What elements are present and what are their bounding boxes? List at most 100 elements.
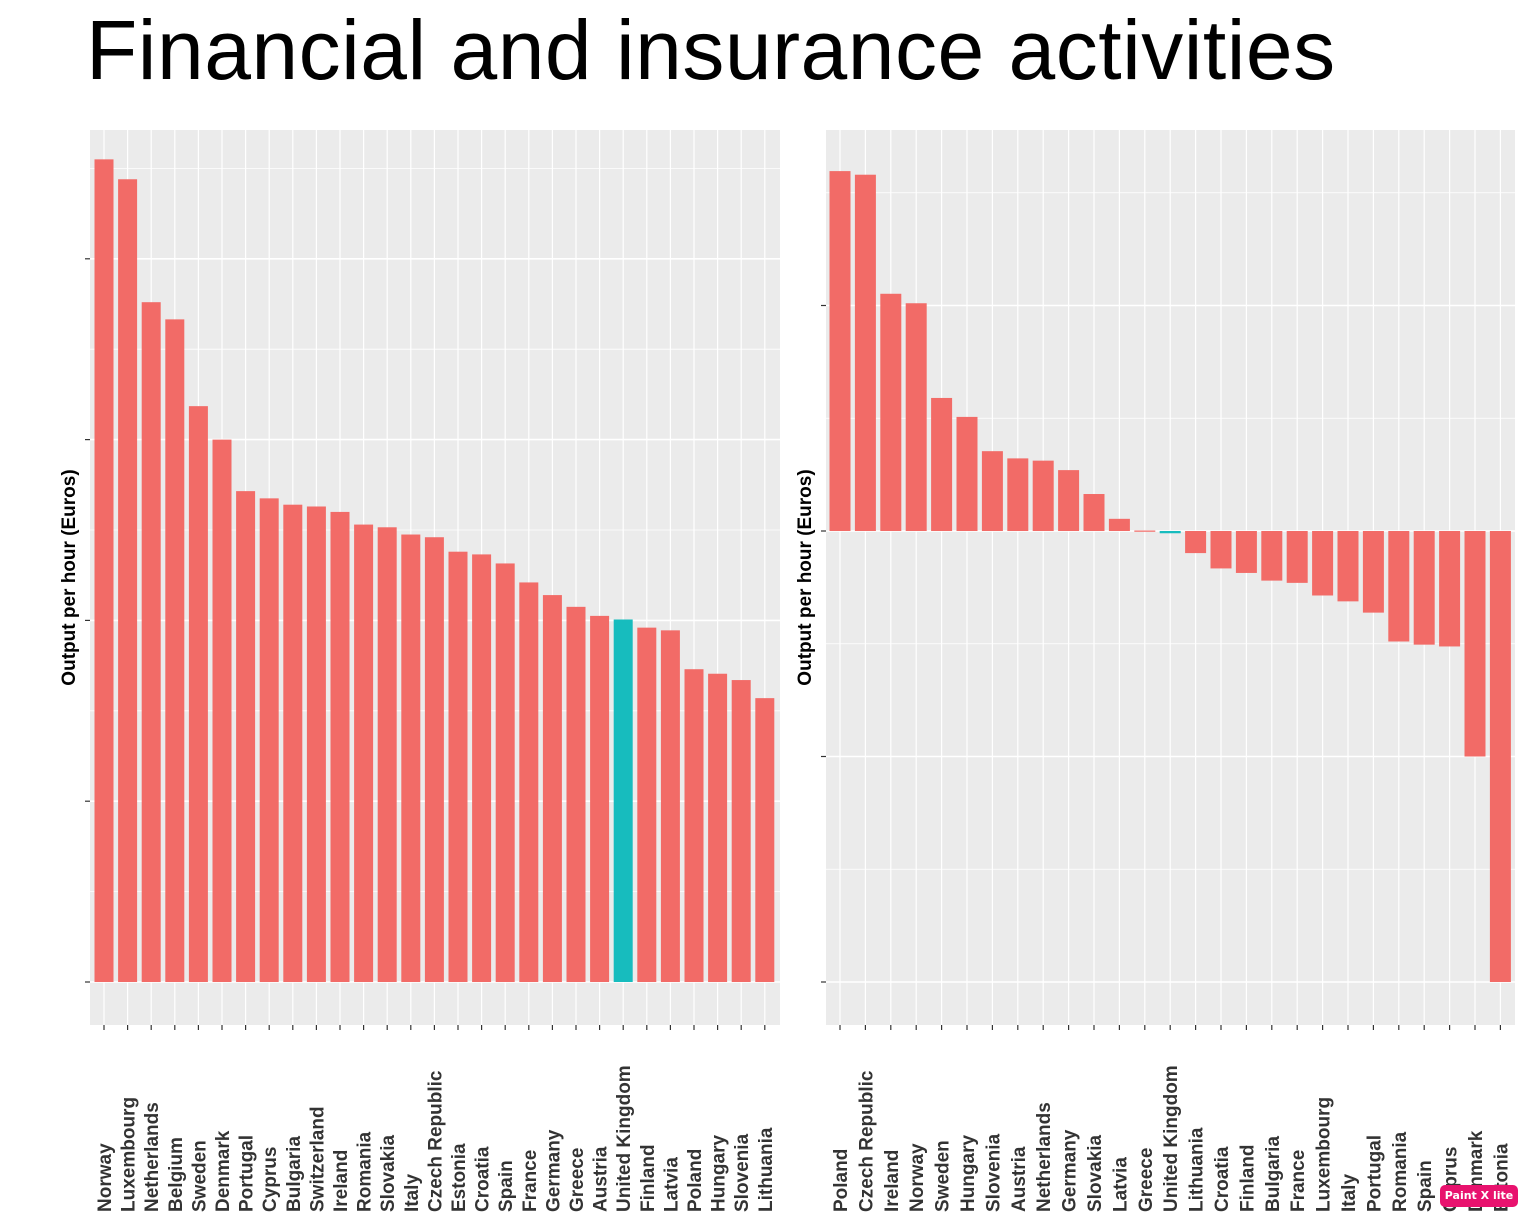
x-tick-label: Hungary: [709, 1135, 730, 1213]
x-tick-label: Netherlands: [1034, 1102, 1055, 1212]
bar-portugal: [1362, 531, 1384, 613]
bar-austria: [1007, 458, 1029, 531]
bar-hungary: [708, 673, 728, 982]
x-tick-label: Italy: [402, 1174, 423, 1212]
bar-romania: [1388, 531, 1410, 642]
bar-slovakia: [377, 527, 397, 982]
x-tick-label: Belgium: [166, 1137, 187, 1212]
bar-czech-republic: [854, 174, 876, 531]
x-tick-label: Slovakia: [378, 1134, 399, 1212]
bar-belgium: [165, 319, 185, 982]
bar-slovenia: [731, 680, 751, 982]
bar-estonia: [448, 551, 468, 982]
x-tick-label: Ireland: [882, 1150, 903, 1212]
x-tick-label: Romania: [355, 1131, 376, 1212]
bar-hungary: [956, 416, 978, 531]
bar-spain: [1413, 531, 1435, 645]
bar-cyprus: [1439, 531, 1461, 647]
x-tick-label: Czech Republic: [425, 1070, 446, 1212]
bar-greece: [1134, 530, 1156, 532]
x-tick-label: Czech Republic: [856, 1070, 877, 1212]
x-tick-label: Latvia: [661, 1157, 682, 1212]
bar-sweden: [188, 406, 208, 983]
bar-italy: [401, 534, 421, 982]
bar-latvia: [1108, 518, 1130, 531]
x-tick-label: Poland: [685, 1149, 706, 1212]
bar-croatia: [1210, 531, 1232, 569]
y-axis-label: Output per hour (Euros): [59, 469, 80, 685]
bar-luxembourg: [118, 179, 138, 983]
bar-slovenia: [981, 451, 1003, 531]
bar-poland: [829, 171, 851, 532]
bar-sweden: [931, 397, 953, 531]
bar-norway: [905, 303, 927, 531]
bar-denmark: [1464, 531, 1486, 757]
x-tick-label: United Kingdom: [1161, 1065, 1182, 1212]
x-tick-label: Estonia: [449, 1143, 470, 1212]
bar-finland: [637, 627, 657, 982]
x-tick-label: Austria: [1009, 1146, 1030, 1212]
x-tick-label: Italy: [1339, 1174, 1360, 1212]
bar-netherlands: [141, 302, 161, 982]
x-tick-label: Poland: [831, 1149, 852, 1212]
x-tick-label: Cyprus: [260, 1147, 281, 1212]
bar-switzerland: [306, 506, 326, 982]
x-tick-label: Slovakia: [1085, 1134, 1106, 1212]
bar-germany: [1058, 470, 1080, 531]
x-tick-label: Germany: [1060, 1129, 1081, 1212]
x-tick-label: Norway: [907, 1143, 928, 1212]
x-tick-label: Germany: [543, 1129, 564, 1212]
x-tick-label: Luxembourg: [119, 1097, 140, 1212]
bar-italy: [1337, 531, 1359, 602]
right-chart-panel: Poland Czech Republic Ireland Norway Sweden H…: [795, 130, 1515, 1212]
bar-croatia: [472, 554, 492, 982]
x-tick-label: Norway: [95, 1143, 116, 1212]
x-tick-label: Ireland: [331, 1150, 352, 1212]
bar-netherlands: [1032, 460, 1054, 531]
bar-latvia: [660, 630, 680, 982]
x-tick-label: Lithuania: [756, 1127, 777, 1212]
bar-bulgaria: [283, 504, 303, 982]
y-axis-label: Output per hour (Euros): [795, 469, 816, 685]
bar-france: [519, 582, 539, 982]
bar-lithuania: [755, 698, 775, 982]
bar-austria: [590, 615, 610, 982]
x-tick-label: Denmark: [213, 1130, 234, 1212]
x-tick-label: Finland: [1237, 1144, 1258, 1212]
bar-poland: [684, 669, 704, 982]
chart-title: Financial and insurance activities: [86, 3, 1336, 97]
x-tick-label: France: [520, 1150, 541, 1212]
bar-finland: [1235, 531, 1257, 573]
left-chart-panel: Norway Luxembourg Netherlands Belgium Sweden…: [59, 130, 780, 1212]
bar-france: [1286, 531, 1308, 583]
x-tick-label: Portugal: [1364, 1135, 1385, 1212]
x-tick-label: Sweden: [933, 1140, 954, 1212]
bar-luxembourg: [1312, 531, 1334, 596]
x-tick-label: Luxembourg: [1314, 1097, 1335, 1212]
bar-estonia: [1489, 531, 1511, 982]
bar-greece: [566, 606, 586, 982]
bar-romania: [354, 524, 374, 982]
x-tick-label: Netherlands: [142, 1102, 163, 1212]
bar-united-kingdom: [1159, 531, 1181, 534]
x-tick-label: Greece: [1136, 1148, 1157, 1212]
x-tick-label: Portugal: [237, 1135, 258, 1212]
bar-cyprus: [259, 498, 279, 982]
x-tick-label: Bulgaria: [284, 1136, 305, 1212]
x-tick-label: Finland: [638, 1144, 659, 1212]
bar-lithuania: [1185, 531, 1207, 554]
x-tick-label: Austria: [591, 1146, 612, 1212]
x-tick-label: United Kingdom: [614, 1065, 635, 1212]
x-tick-label: Croatia: [1212, 1146, 1233, 1212]
bar-bulgaria: [1261, 531, 1283, 581]
bar-ireland: [880, 293, 902, 531]
x-tick-label: Greece: [567, 1148, 588, 1212]
x-tick-label: Romania: [1390, 1131, 1411, 1212]
bar-germany: [542, 595, 562, 982]
x-tick-label: Lithuania: [1187, 1127, 1208, 1212]
x-tick-label: Croatia: [473, 1146, 494, 1212]
paint-x-lite-badge: Paint X lite: [1440, 1185, 1518, 1207]
bar-slovakia: [1083, 494, 1105, 531]
bar-portugal: [236, 491, 256, 982]
